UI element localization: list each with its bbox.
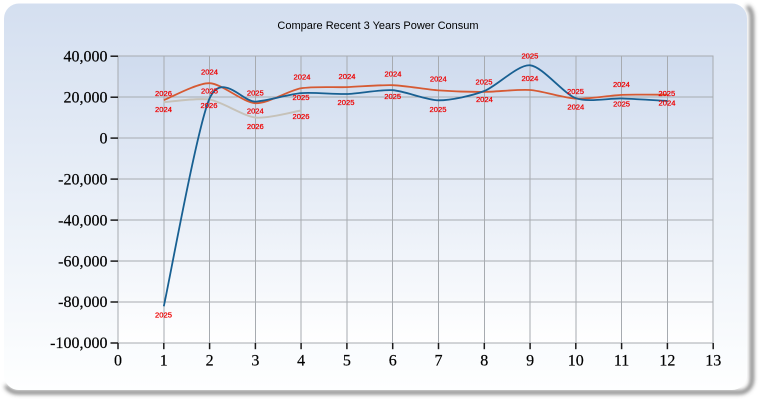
svg-text:0: 0: [100, 130, 108, 147]
svg-text:2026: 2026: [293, 112, 310, 121]
svg-text:Compare Recent 3 Years Power C: Compare Recent 3 Years Power Consum: [277, 20, 478, 32]
svg-text:2026: 2026: [247, 122, 264, 131]
svg-text:2025: 2025: [293, 93, 310, 102]
svg-text:2025: 2025: [338, 98, 355, 107]
svg-text:2024: 2024: [521, 74, 538, 83]
svg-text:11: 11: [614, 353, 629, 370]
svg-text:2024: 2024: [247, 106, 264, 115]
svg-text:2024: 2024: [430, 75, 447, 84]
svg-text:20,000: 20,000: [64, 89, 108, 106]
svg-text:9: 9: [526, 353, 534, 370]
svg-text:2024: 2024: [385, 70, 402, 79]
svg-text:12: 12: [659, 353, 675, 370]
svg-text:10: 10: [568, 353, 584, 370]
svg-text:2025: 2025: [613, 99, 630, 108]
svg-text:2025: 2025: [247, 88, 264, 97]
svg-text:2025: 2025: [430, 105, 447, 114]
svg-text:-20,000: -20,000: [58, 171, 107, 188]
svg-text:2025: 2025: [521, 52, 538, 61]
svg-text:1: 1: [160, 353, 168, 370]
svg-text:2025: 2025: [384, 92, 401, 101]
svg-text:7: 7: [435, 353, 443, 370]
svg-text:-60,000: -60,000: [58, 253, 107, 270]
svg-text:2024: 2024: [476, 95, 493, 104]
svg-text:2026: 2026: [201, 101, 218, 110]
svg-text:-40,000: -40,000: [58, 212, 107, 229]
svg-text:2025: 2025: [201, 86, 218, 95]
svg-text:5: 5: [343, 353, 351, 370]
svg-text:2024: 2024: [659, 99, 676, 108]
svg-text:4: 4: [297, 353, 305, 370]
svg-text:3: 3: [251, 353, 259, 370]
svg-text:2025: 2025: [476, 77, 493, 86]
svg-text:40,000: 40,000: [64, 48, 108, 65]
svg-text:6: 6: [389, 353, 397, 370]
svg-text:2024: 2024: [613, 80, 630, 89]
svg-text:-100,000: -100,000: [50, 335, 107, 352]
svg-text:13: 13: [705, 353, 721, 370]
svg-text:2025: 2025: [658, 89, 675, 98]
svg-text:2: 2: [206, 353, 214, 370]
svg-text:0: 0: [114, 353, 122, 370]
svg-text:2024: 2024: [155, 105, 172, 114]
svg-text:8: 8: [480, 353, 488, 370]
svg-text:2026: 2026: [155, 89, 172, 98]
svg-text:2024: 2024: [339, 72, 356, 81]
svg-text:2024: 2024: [567, 103, 584, 112]
svg-text:2024: 2024: [294, 73, 311, 82]
svg-text:2025: 2025: [567, 87, 584, 96]
svg-text:-80,000: -80,000: [58, 294, 107, 311]
svg-text:2024: 2024: [201, 68, 218, 77]
svg-text:2025: 2025: [155, 311, 172, 320]
